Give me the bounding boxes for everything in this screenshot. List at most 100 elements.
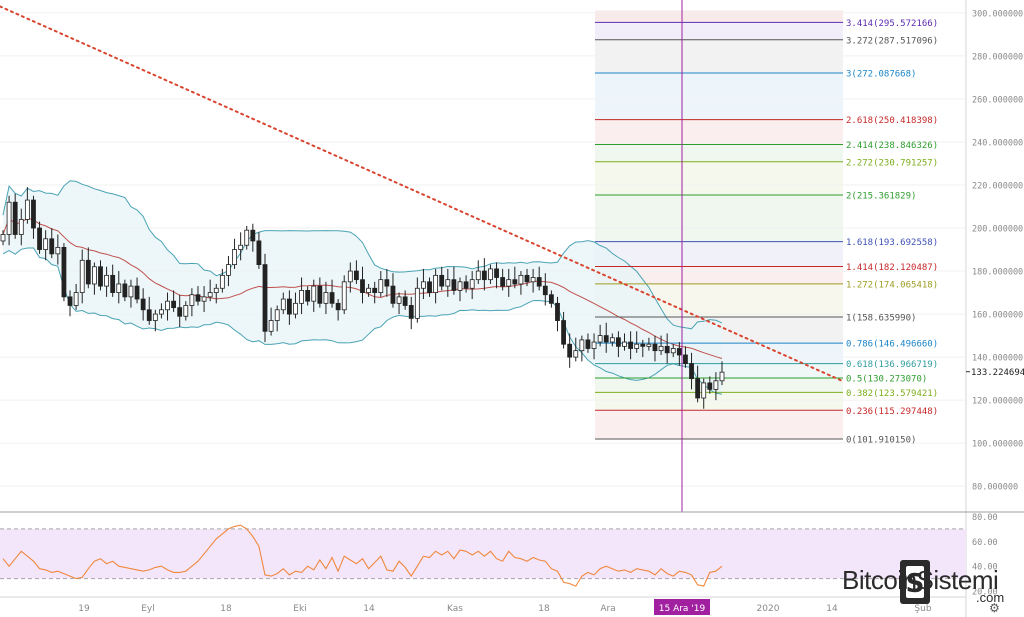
candle-body: [152, 313, 158, 321]
candle-body: [213, 287, 219, 293]
fib-levels: 3.414(295.572166) 3.272(287.517096) 3(272.…: [595, 19, 938, 446]
candle-body: [43, 238, 49, 250]
candle-body: [689, 363, 694, 380]
bollinger-lower: [2, 247, 723, 395]
candle-body: [226, 264, 231, 276]
fib-label: 2.272(230.791257): [846, 158, 938, 168]
candle-body: [518, 274, 524, 285]
candle-body: [494, 268, 499, 278]
price-tick-label: 80.000000: [972, 483, 1018, 493]
candle-body: [286, 298, 292, 315]
candle-body: [366, 287, 371, 293]
candle-body: [713, 380, 719, 390]
fib-band: [595, 410, 843, 440]
candle-body: [6, 201, 12, 235]
candle-body: [323, 292, 329, 304]
time-tick-label: 2020: [757, 604, 780, 614]
candle-body: [207, 292, 213, 298]
candle-body: [317, 285, 323, 304]
candle-body: [280, 298, 286, 311]
fib-label: 3.414(295.572166): [846, 19, 938, 29]
rsi-tick-label: 80.00: [972, 513, 998, 523]
candle-body: [628, 341, 634, 349]
fib-label: 2.414(238.846326): [846, 141, 938, 151]
candle-body: [268, 320, 274, 332]
candle-body: [37, 227, 42, 250]
candle-body: [427, 281, 432, 293]
candle-body: [664, 345, 670, 354]
candle-body: [195, 294, 201, 302]
time-tick-label: 19: [78, 604, 90, 614]
crosshair-date-label: 15 Ara '19: [659, 604, 706, 614]
candle-body: [128, 285, 134, 298]
rsi-line: [2, 524, 723, 587]
price-tick-label: 100.000000: [972, 440, 1023, 450]
price-tick-label: 200.000000: [972, 225, 1023, 235]
time-tick-label: Şub: [914, 604, 931, 614]
candle-body: [475, 270, 481, 281]
candle-body: [305, 290, 311, 302]
rsi-pane: 80.00 60.00 40.00 20.00: [0, 513, 998, 598]
candle-body: [616, 337, 621, 347]
candle-body: [506, 279, 512, 287]
fib-label: 1.414(182.120487): [846, 263, 938, 273]
time-tick-label: Ara: [600, 604, 615, 614]
candle-body: [140, 298, 146, 311]
candle-body: [354, 270, 359, 281]
candle-body: [433, 274, 439, 293]
candle-body: [451, 279, 457, 291]
candle-body: [183, 305, 189, 317]
candle-body: [341, 281, 347, 311]
candle-body: [189, 294, 195, 306]
candle-body: [274, 309, 280, 321]
candle-body: [244, 229, 250, 246]
candle-body: [104, 274, 109, 287]
watermark-suffix: .com: [976, 590, 1005, 605]
candle-body: [561, 320, 566, 345]
fib-band: [595, 161, 843, 195]
candle-body: [360, 279, 365, 293]
fib-label: 0.5(130.273070): [846, 375, 927, 385]
price-tick-label: 240.000000: [972, 138, 1023, 148]
current-price-label: 133.224694: [971, 368, 1024, 378]
gear-icon[interactable]: ⚙: [989, 601, 1000, 615]
candle-body: [469, 279, 475, 289]
fib-label: 1.618(193.692558): [846, 238, 938, 248]
price-tick-label: 180.000000: [972, 268, 1023, 278]
candle-body: [79, 259, 85, 293]
trendline-line: [0, 5, 843, 382]
candle-body: [238, 244, 244, 250]
price-tick-label: 300.000000: [972, 9, 1023, 19]
candle-body: [110, 274, 116, 293]
rsi-tick-label: 40.00: [972, 563, 998, 573]
fib-label: 0.236(115.297448): [846, 407, 938, 417]
candle-body: [634, 343, 640, 349]
price-tick-label: 260.000000: [972, 95, 1023, 105]
price-tick-label: 160.000000: [972, 311, 1023, 321]
candle-body: [500, 277, 506, 287]
candle-body: [384, 279, 390, 287]
candle-body: [536, 277, 542, 287]
rsi-tick-label: 20.00: [972, 588, 998, 598]
candle-body: [49, 238, 55, 255]
candle-body: [408, 305, 414, 319]
candle-body: [609, 337, 615, 343]
candle-body: [73, 292, 79, 306]
fib-label: 1(158.635990): [846, 314, 916, 324]
candle-body: [530, 277, 536, 283]
candle-body: [177, 307, 183, 317]
candle-body: [116, 283, 122, 293]
candle-body: [683, 354, 688, 364]
candle-body: [719, 371, 725, 382]
candle-body: [250, 229, 256, 242]
fib-label: 0.382(123.579421): [846, 389, 938, 399]
candle-body: [463, 281, 469, 289]
candle-body: [597, 335, 603, 343]
candle-body: [219, 274, 225, 289]
price-tick-label: 280.000000: [972, 52, 1023, 62]
candle-body: [445, 279, 451, 287]
candle-body: [165, 300, 170, 311]
candle-body: [591, 341, 597, 349]
